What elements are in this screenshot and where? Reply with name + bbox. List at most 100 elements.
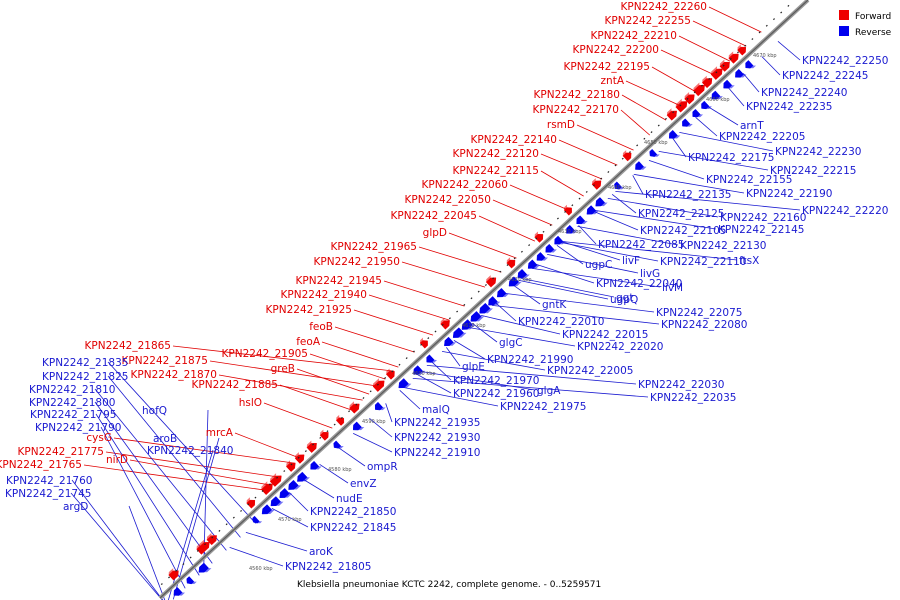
forward-gene-label: KPN2242_21775 <box>18 446 104 458</box>
reverse-gene-arrow <box>508 276 520 287</box>
forward-leader-line <box>651 66 697 93</box>
forward-leader-line <box>448 232 517 259</box>
minor-tick <box>204 543 207 546</box>
reverse-gene-label: ugpQ <box>610 294 638 306</box>
forward-leader-line <box>492 199 553 226</box>
reverse-gene-arrow-face <box>550 249 557 253</box>
reverse-gene-label: livG <box>640 268 660 280</box>
reverse-gene-arrow-face <box>571 230 578 234</box>
kbp-tick-label: 4560 kbp <box>249 566 273 572</box>
forward-gene-arrow <box>506 259 516 269</box>
reverse-gene-arrow-face <box>533 264 540 269</box>
reverse-gene-label: ggt <box>616 292 633 304</box>
forward-leader-line <box>209 360 378 387</box>
reverse-gene-label: aroB <box>153 433 177 445</box>
forward-gene-arrow-face <box>373 378 379 387</box>
legend-forward-label: Forward <box>855 12 891 22</box>
minor-tick <box>427 337 430 340</box>
forward-leader-line <box>692 20 747 47</box>
reverse-leader-line <box>94 388 227 551</box>
forward-gene-label: KPN2242_22260 <box>621 1 707 13</box>
forward-gene-arrow-face <box>719 59 725 67</box>
reverse-gene-label: ftsX <box>739 255 759 267</box>
forward-gene-arrow-face <box>666 108 672 116</box>
reverse-leader-line <box>399 390 421 410</box>
minor-tick <box>276 476 279 479</box>
reverse-gene-arrow <box>479 302 491 314</box>
reverse-gene-arrow <box>288 479 299 490</box>
forward-gene-arrow-face <box>711 66 718 75</box>
minor-tick <box>456 310 459 313</box>
reverse-leader-line <box>742 73 760 93</box>
forward-gene-arrow-face <box>675 98 682 108</box>
reverse-gene-label: KPN2242_21840 <box>147 445 233 457</box>
forward-gene-arrow <box>294 454 305 464</box>
reverse-gene-arrow-face <box>178 592 185 596</box>
reverse-gene-arrow-face <box>514 281 522 287</box>
minor-tick <box>765 24 768 27</box>
forward-gene-arrow-face <box>592 178 596 185</box>
reverse-gene-arrow-face <box>728 85 735 89</box>
reverse-gene-label: KPN2242_21795 <box>30 409 116 421</box>
kbp-tick-label: 4660 kbp <box>706 97 730 103</box>
forward-gene-arrow <box>306 443 317 453</box>
forward-gene-arrow <box>737 46 747 56</box>
minor-tick <box>290 463 293 466</box>
reverse-leader-line <box>70 492 163 600</box>
reverse-gene-arrow-face <box>467 324 476 330</box>
forward-gene-label: KPN2242_22120 <box>453 148 539 160</box>
forward-gene-label: KPN2242_21870 <box>131 369 217 381</box>
reverse-leader-line <box>412 377 649 398</box>
reverse-gene-arrow-face <box>449 342 457 346</box>
reverse-gene-label: KPN2242_22010 <box>518 316 604 328</box>
forward-gene-label: KPN2242_22050 <box>405 194 491 206</box>
minor-tick <box>492 277 495 280</box>
minor-tick <box>715 71 718 74</box>
reverse-gene-arrow-face <box>315 466 322 470</box>
forward-gene-arrow-face <box>693 82 700 91</box>
forward-gene-arrow-face <box>295 452 299 459</box>
reverse-gene-arrow <box>279 488 290 498</box>
reverse-gene-arrow-face <box>740 74 747 78</box>
reverse-leader-line <box>100 426 186 589</box>
minor-tick <box>463 303 466 306</box>
reverse-leader-line <box>513 285 541 305</box>
reverse-gene-label: KPN2242_21935 <box>394 417 480 429</box>
reverse-gene-label: glgC <box>499 337 523 349</box>
reverse-leader-line <box>369 418 393 438</box>
forward-gene-arrow-face <box>320 429 324 436</box>
reverse-gene-arrow-face <box>654 154 660 157</box>
minor-tick <box>506 264 509 267</box>
reverse-gene-arrow <box>252 515 260 524</box>
kbp-tick-label: 4570 kbp <box>278 517 302 523</box>
minor-tick <box>780 11 783 14</box>
reverse-gene-arrow-face <box>191 581 197 585</box>
reverse-gene-label: KPN2242_22230 <box>775 146 861 158</box>
minor-tick <box>218 529 221 532</box>
minor-tick <box>348 410 351 413</box>
minor-tick <box>340 416 343 419</box>
forward-gene-label: KPN2242_22255 <box>605 15 691 27</box>
reverse-gene-arrow <box>711 90 721 100</box>
reverse-gene-label: KPN2242_21975 <box>500 401 586 413</box>
minor-tick <box>355 403 358 406</box>
forward-leader-line <box>321 341 399 368</box>
minor-tick <box>693 91 696 94</box>
reverse-gene-arrow <box>649 148 658 157</box>
reverse-leader-line <box>607 197 719 218</box>
forward-gene-arrow-face <box>737 44 741 51</box>
forward-gene-label: glpD <box>423 227 447 239</box>
minor-tick <box>182 563 185 566</box>
reverse-leader-line <box>426 364 637 385</box>
forward-leader-line <box>558 139 618 166</box>
minor-tick <box>787 4 790 7</box>
reverse-gene-arrow <box>595 197 606 207</box>
minor-tick <box>362 396 365 399</box>
reverse-leader-line <box>531 267 661 288</box>
minor-tick <box>240 509 243 512</box>
minor-tick <box>535 237 538 240</box>
reverse-leader-line <box>632 175 644 195</box>
minor-tick <box>628 151 631 154</box>
forward-gene-label: nirD <box>106 454 128 466</box>
reverse-leader-line <box>71 479 164 600</box>
